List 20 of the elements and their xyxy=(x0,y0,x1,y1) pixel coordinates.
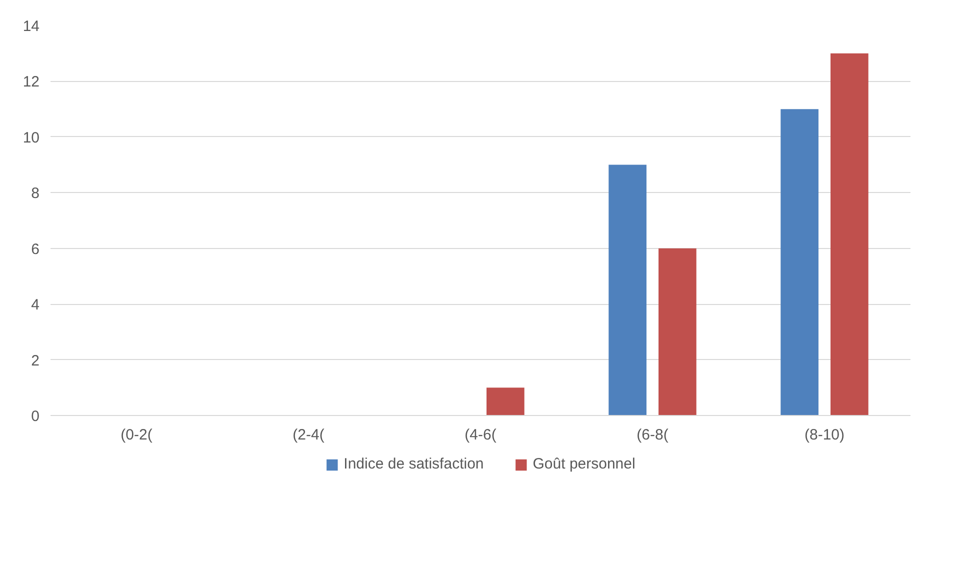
bar xyxy=(608,164,646,416)
y-tick-label: 0 xyxy=(31,408,40,425)
y-tick-label: 2 xyxy=(31,352,40,370)
y-tick-label: 12 xyxy=(22,74,40,91)
legend-label: Goût personnel xyxy=(532,456,636,472)
y-tick-label: 4 xyxy=(31,296,40,314)
bar xyxy=(486,388,524,416)
y-tick-label: 8 xyxy=(31,185,40,202)
bar xyxy=(830,53,868,416)
bar xyxy=(658,248,696,416)
x-tick-label: (6-8( xyxy=(636,426,668,444)
x-tick-label: (0-2( xyxy=(120,426,152,444)
bar xyxy=(780,109,818,416)
y-tick-label: 6 xyxy=(31,240,40,258)
x-tick-label: (2-4( xyxy=(292,426,324,444)
y-tick-label: 14 xyxy=(22,18,40,35)
x-tick-label: (8-10) xyxy=(804,426,845,444)
x-tick-label: (4-6( xyxy=(464,426,496,444)
legend-label: Indice de satisfaction xyxy=(344,456,484,472)
y-tick-label: 10 xyxy=(22,129,40,146)
